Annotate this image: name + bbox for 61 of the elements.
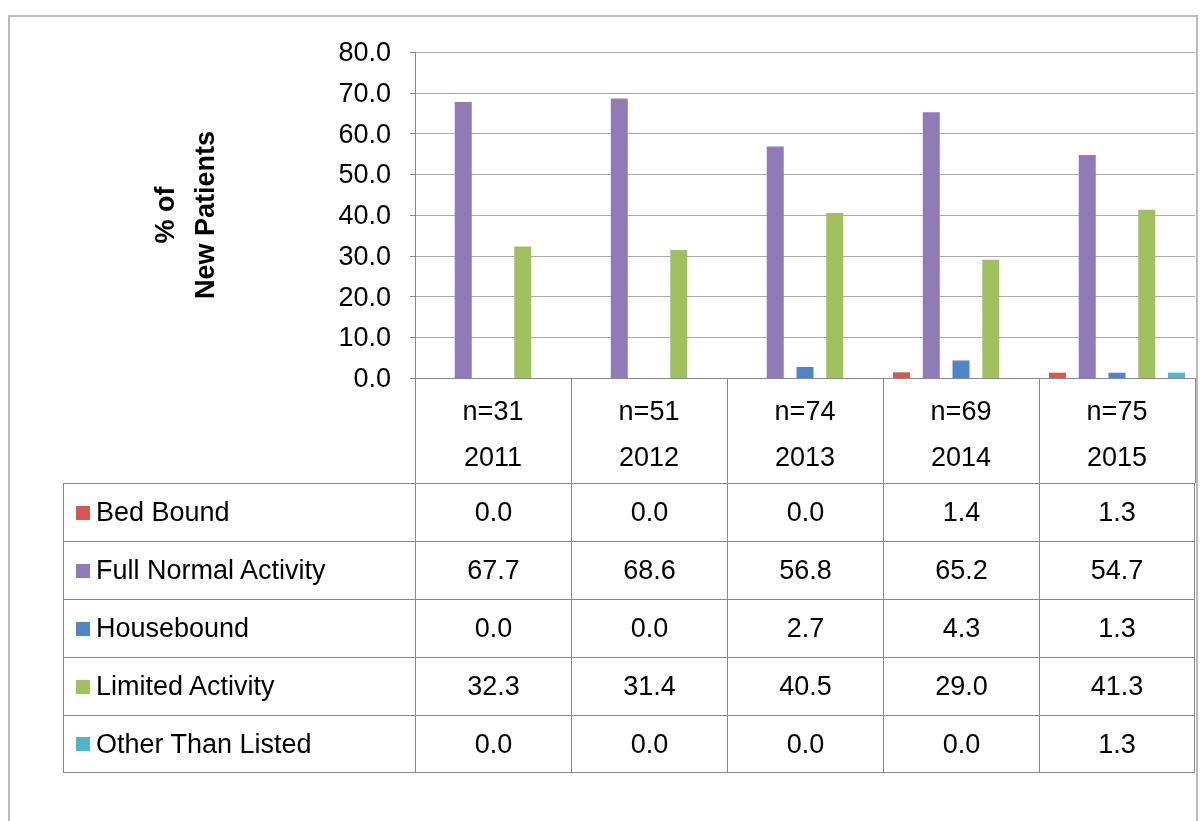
- data-label: 1.3: [1039, 715, 1195, 773]
- data-label: 1.3: [1039, 483, 1195, 541]
- bar: [796, 367, 814, 378]
- data-label: 0.0: [571, 715, 727, 773]
- data-label: 32.3: [415, 657, 571, 715]
- x-tick-label: n=51 2012: [618, 396, 680, 472]
- data-label: 31.4: [571, 657, 727, 715]
- data-label: 68.6: [571, 541, 727, 599]
- data-label: 54.7: [1039, 541, 1195, 599]
- y-tick-label: 50.0: [338, 159, 391, 190]
- bar: [514, 246, 532, 378]
- bar: [826, 212, 844, 378]
- y-tick-label: 40.0: [338, 200, 391, 230]
- data-label: 65.2: [883, 541, 1039, 599]
- y-axis-title: % of New Patients: [150, 130, 220, 300]
- data-label: 0.0: [727, 715, 883, 773]
- y-tick-label: 0.0: [353, 363, 391, 393]
- bar: [1078, 155, 1096, 378]
- legend-label: Bed Bound: [96, 497, 230, 528]
- bar: [982, 259, 1000, 378]
- data-label: 0.0: [571, 483, 727, 541]
- data-label: 0.0: [415, 715, 571, 773]
- data-label: 1.4: [883, 483, 1039, 541]
- data-label: 0.0: [727, 483, 883, 541]
- bar: [1049, 372, 1066, 378]
- x-tick-label: n=31 2011: [462, 396, 524, 472]
- data-label: 40.5: [727, 657, 883, 715]
- data-label: 0.0: [415, 599, 571, 657]
- data-label: 41.3: [1039, 657, 1195, 715]
- bar: [610, 98, 628, 378]
- y-tick-label: 70.0: [338, 77, 391, 108]
- x-tick-label: n=69 2014: [930, 396, 992, 472]
- bar: [922, 112, 940, 378]
- y-tick-label: 10.0: [338, 322, 391, 353]
- y-tick-label: 30.0: [338, 240, 391, 271]
- data-label: 2.7: [727, 599, 883, 657]
- x-tick-label: n=75 2015: [1086, 396, 1148, 472]
- data-label: 0.0: [415, 483, 571, 541]
- data-label: 67.7: [415, 541, 571, 599]
- data-label: 0.0: [571, 599, 727, 657]
- legend-label: Full Normal Activity: [96, 555, 326, 586]
- bar: [454, 102, 472, 378]
- legend-label: Other Than Listed: [96, 728, 312, 760]
- bar: [1108, 372, 1126, 378]
- bar: [670, 250, 688, 378]
- x-tick-label: n=74 2013: [774, 396, 836, 472]
- bar: [893, 372, 910, 378]
- y-tick-label: 80.0: [338, 37, 391, 67]
- bar: [1138, 209, 1156, 378]
- data-label: 56.8: [727, 541, 883, 599]
- y-tick-label: 60.0: [338, 118, 391, 149]
- data-label: 0.0: [883, 715, 1039, 773]
- legend-label: Limited Activity: [96, 671, 275, 702]
- y-tick-label: 20.0: [338, 281, 391, 312]
- bar: [952, 360, 970, 378]
- data-label: 4.3: [883, 599, 1039, 657]
- data-label: 1.3: [1039, 599, 1195, 657]
- bar: [766, 146, 784, 378]
- bar: [1168, 372, 1185, 378]
- legend-label: Housebound: [96, 613, 250, 644]
- data-label: 29.0: [883, 657, 1039, 715]
